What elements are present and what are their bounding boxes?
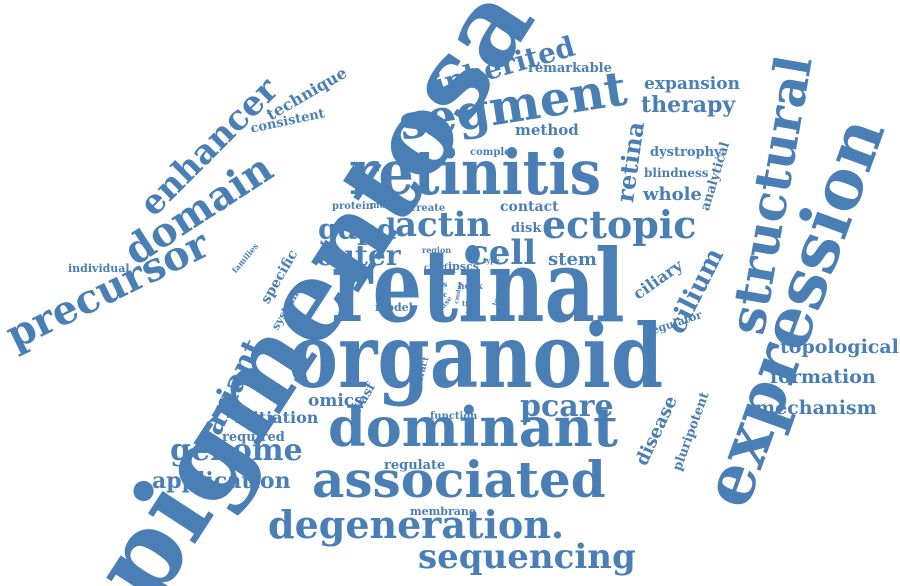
word-therapy: therapy	[641, 92, 736, 118]
word-complex: complex	[470, 147, 517, 158]
word-whole: whole	[643, 184, 702, 205]
word-retinal: retinal	[331, 227, 625, 345]
word-method: method	[515, 121, 579, 139]
word-dominant: dominant	[328, 395, 618, 459]
word-time: time	[462, 299, 480, 308]
word-cell: cell	[468, 233, 537, 273]
word-formation: formation	[770, 366, 876, 388]
word-create: create	[410, 203, 446, 214]
word-model: model	[375, 301, 413, 314]
word-ectopic: ectopic	[542, 202, 697, 247]
word-function: function	[430, 411, 478, 422]
word-actin: actin	[395, 205, 492, 245]
word-pcare: pcare	[520, 389, 614, 424]
word-expansion: expansion	[644, 74, 740, 94]
word-c2orf: c2orf	[424, 262, 448, 272]
word-ipscs: ipscs	[448, 260, 479, 273]
word-dystrophy: dystrophy.	[650, 145, 725, 160]
word-application: application	[152, 468, 291, 494]
word-hook: hook	[458, 282, 483, 292]
word-individual: individual	[68, 262, 130, 275]
word-protein: protein	[332, 201, 373, 212]
word-retinitis: retinitis	[349, 136, 602, 209]
word-sequencing: sequencing	[418, 537, 636, 577]
word-genome: genome	[170, 433, 303, 468]
word-omics: omics	[308, 391, 364, 411]
word-disk: disk	[511, 221, 542, 236]
word-irds: irds	[430, 279, 448, 289]
word-membrane: membrane	[410, 505, 476, 518]
word-blindness: blindness	[644, 166, 709, 180]
word-topological: topological	[780, 336, 899, 358]
word-required: required	[222, 430, 285, 445]
word-remarkable: remarkable	[528, 61, 612, 76]
word-contact: contact	[500, 199, 559, 215]
word-degeneration: degeneration.	[268, 502, 565, 547]
word-proc: proc	[430, 290, 448, 299]
word-outer: outer	[316, 239, 401, 272]
word-regulate: regulate	[384, 458, 446, 473]
word-initiation: initiation	[235, 408, 319, 427]
word-organoid: organoid	[288, 304, 664, 408]
word-stem: stem	[548, 249, 597, 270]
word-gdpd: gdpd	[318, 213, 397, 246]
word-type: type	[483, 256, 500, 265]
word-mechanism: mechanism	[755, 397, 877, 419]
word-mouse: mouse	[370, 201, 403, 211]
word-associated: associated	[312, 450, 606, 509]
word-region: region	[422, 245, 452, 255]
